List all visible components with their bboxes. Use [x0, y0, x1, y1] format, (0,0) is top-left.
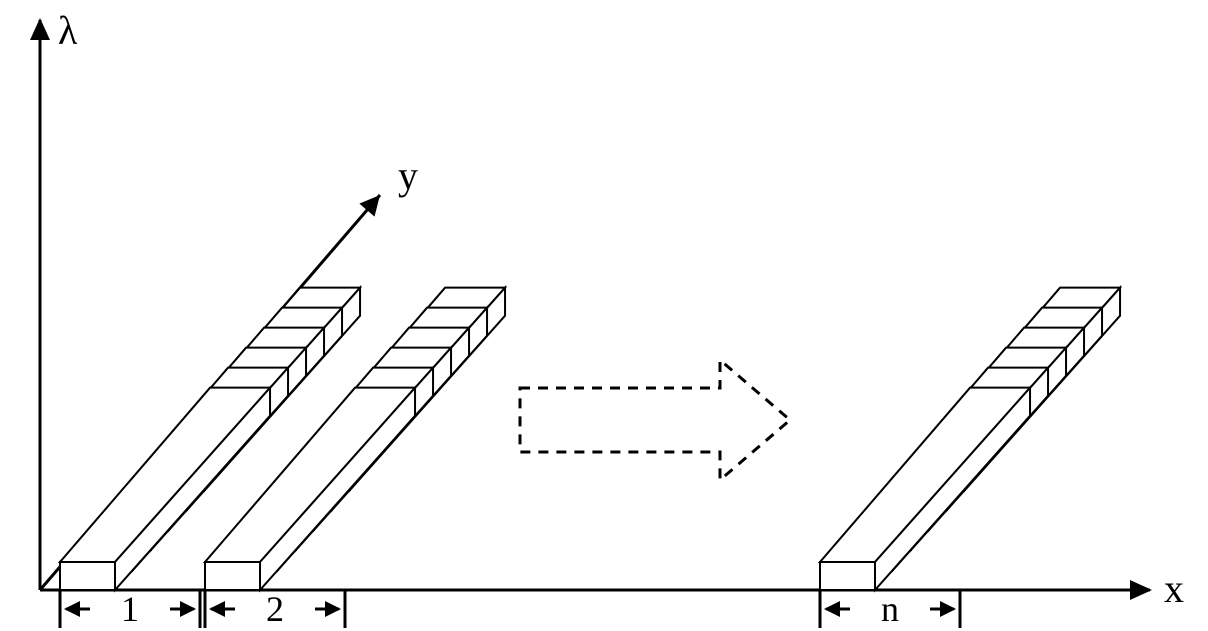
range-label-2: 2: [205, 589, 345, 629]
axes-group: λ x y: [30, 8, 1184, 611]
range-label-1: 1: [60, 589, 200, 629]
card-front-face: [60, 562, 115, 590]
range-arrowhead-right: [325, 601, 341, 617]
y-axis-label: y: [398, 153, 418, 198]
card-top-face: [820, 388, 1030, 562]
range-arrowhead-left: [64, 601, 80, 617]
continuation-arrow: [520, 360, 790, 480]
range-arrowhead-right: [940, 601, 956, 617]
card-front-face: [205, 562, 260, 590]
range-arrowhead-left: [209, 601, 225, 617]
range-arrowhead-right: [180, 601, 196, 617]
range-arrowhead-left: [824, 601, 840, 617]
x-axis-arrowhead: [1130, 580, 1152, 600]
range-label-text: n: [881, 589, 899, 629]
range-label-text: 2: [266, 589, 284, 629]
lambda-axis-arrowhead: [30, 18, 50, 40]
x-axis-label: x: [1164, 566, 1184, 611]
card-front-face: [820, 562, 875, 590]
range-label-3: n: [820, 589, 960, 629]
stack-3: [820, 288, 1120, 590]
range-label-text: 1: [121, 589, 139, 629]
lambda-axis-label: λ: [58, 8, 78, 53]
stack-3-card-1: [820, 388, 1030, 590]
